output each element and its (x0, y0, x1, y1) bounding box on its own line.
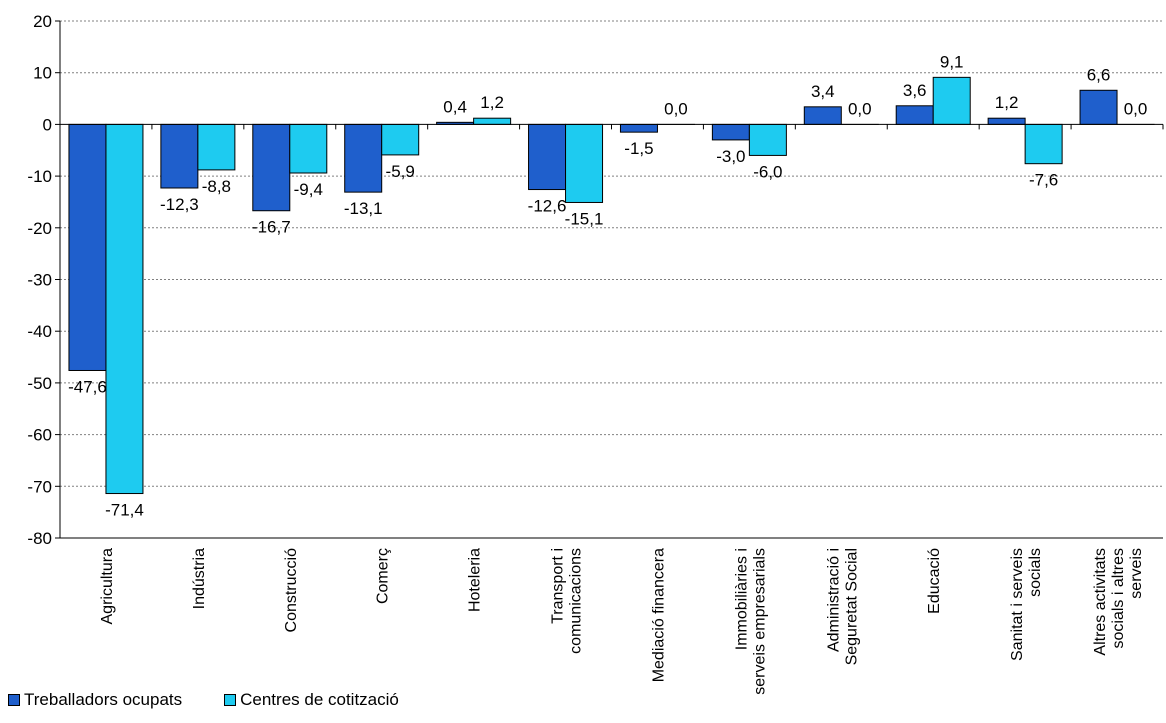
legend: Treballadors ocupats Centres de cotitzac… (8, 690, 441, 710)
data-label: -6,0 (753, 162, 782, 181)
bar-centres (197, 123, 236, 171)
category-label-line: serveis (1128, 548, 1145, 599)
category-label-line: Altres activitats (1092, 548, 1109, 656)
category-label: Construcció (283, 548, 300, 633)
y-tick-label: 20 (33, 12, 52, 31)
data-label: -3,0 (716, 147, 745, 166)
y-tick-label: -70 (27, 477, 52, 496)
y-tick-label: -80 (27, 529, 52, 548)
category-label: Immobiliàries i serveis empresarials (733, 548, 768, 695)
data-label: -1,5 (624, 139, 653, 158)
x-axis-categories: Agricultura Indústria Construcció Comerç Hot… (99, 548, 1145, 695)
bar-treballadors (252, 123, 291, 212)
bar-centres (381, 123, 420, 156)
bar-treballadors (619, 123, 658, 133)
category-label-line: Transport i (550, 548, 567, 624)
gridlines (60, 20, 1163, 487)
category-label-line: comunicacions (568, 548, 585, 654)
legend-label-treballadors: Treballadors ocupats (24, 690, 183, 709)
bar-centres (932, 76, 971, 125)
bar-centres (565, 123, 604, 203)
legend-swatch-treballadors (8, 694, 20, 706)
category-label: Indústria (191, 548, 208, 609)
bar-treballadors (1079, 89, 1118, 125)
y-tick-label: 10 (33, 64, 52, 83)
data-label: 6,6 (1087, 65, 1111, 84)
y-tick-label: -50 (27, 374, 52, 393)
data-label: -15,1 (565, 209, 604, 228)
bar-treballadors (711, 123, 750, 141)
data-labels: -47,6 -12,3 -16,7 -13,1 0,4 -12,6 -1,5 -3,0 3,4 3… (68, 52, 1147, 519)
data-label: -47,6 (68, 377, 107, 396)
category-label-line: Sanitat i serveis (1009, 548, 1026, 661)
y-tick-label: -60 (27, 426, 52, 445)
bar-treballadors (528, 123, 567, 191)
y-tick-label: 0 (43, 115, 52, 134)
y-tick-label: -20 (27, 219, 52, 238)
legend-item-centres: Centres de cotització (224, 690, 399, 710)
data-label: -13,1 (344, 199, 383, 218)
bar-treballadors (987, 117, 1026, 125)
category-label: Transport i comunicacions (550, 548, 585, 654)
bar-treballadors (803, 106, 842, 125)
category-label-line: Immobiliàries i (733, 548, 750, 650)
axes (55, 20, 1164, 539)
category-label: Administració i Seguretat Social (825, 548, 860, 665)
data-label: 0,0 (1124, 99, 1148, 118)
category-label-line: Administració i (825, 548, 842, 652)
bar-treballadors (344, 123, 383, 193)
category-label: Hoteleria (467, 548, 484, 612)
category-label-line: Comerç (375, 548, 392, 604)
data-label: 9,1 (940, 52, 964, 71)
category-label: Mediació financera (650, 548, 667, 682)
data-label: 0,0 (664, 99, 688, 118)
data-label: 0,4 (443, 97, 467, 116)
category-label: Comerç (375, 548, 392, 604)
data-label: -12,6 (528, 197, 567, 216)
category-label-line: Seguretat Social (843, 548, 860, 665)
category-label-line: Mediació financera (650, 548, 667, 682)
data-label: -7,6 (1029, 171, 1058, 190)
legend-swatch-centres (224, 694, 237, 706)
bar-centres (1024, 123, 1063, 165)
category-label: Altres activitats socials i altres serveis (1092, 548, 1145, 656)
category-label: Educació (926, 548, 943, 614)
data-label: -8,8 (202, 177, 231, 196)
bar-centres (105, 123, 144, 495)
legend-label-centres: Centres de cotització (240, 690, 399, 709)
bar-centres (748, 123, 787, 156)
data-label: 3,4 (811, 82, 835, 101)
y-tick-label: -10 (27, 167, 52, 186)
category-label-line: Agricultura (99, 548, 116, 625)
data-label: 1,2 (995, 93, 1019, 112)
bar-centres (289, 123, 328, 174)
data-label: 3,6 (903, 81, 927, 100)
category-label-line: Construcció (283, 548, 300, 633)
bar-centres (473, 117, 512, 125)
y-tick-label: -40 (27, 322, 52, 341)
bar-treballadors (160, 123, 199, 189)
category-label-line: serveis empresarials (751, 548, 768, 695)
bars (68, 76, 1155, 495)
data-label: -5,9 (386, 162, 415, 181)
data-label: 1,2 (480, 93, 504, 112)
data-label: -9,4 (294, 180, 323, 199)
category-label-line: Hoteleria (467, 548, 484, 612)
category-label-line: Indústria (191, 548, 208, 609)
y-tick-label: -30 (27, 271, 52, 290)
category-label: Agricultura (99, 548, 116, 625)
y-axis-ticks: 20 10 0 -10 -20 -30 -40 -50 -60 -70 -80 (27, 12, 52, 548)
category-label-line: socials (1027, 548, 1044, 597)
data-label: -71,4 (105, 501, 144, 520)
data-label: -16,7 (252, 218, 291, 237)
category-label: Sanitat i serveis socials (1009, 548, 1044, 661)
category-label-line: socials i altres (1110, 548, 1127, 648)
bar-treballadors (68, 123, 107, 371)
bar-treballadors (895, 105, 934, 125)
category-label-line: Educació (926, 548, 943, 614)
data-label: 0,0 (848, 99, 872, 118)
data-label: -12,3 (160, 195, 199, 214)
legend-item-treballadors: Treballadors ocupats (8, 690, 182, 710)
